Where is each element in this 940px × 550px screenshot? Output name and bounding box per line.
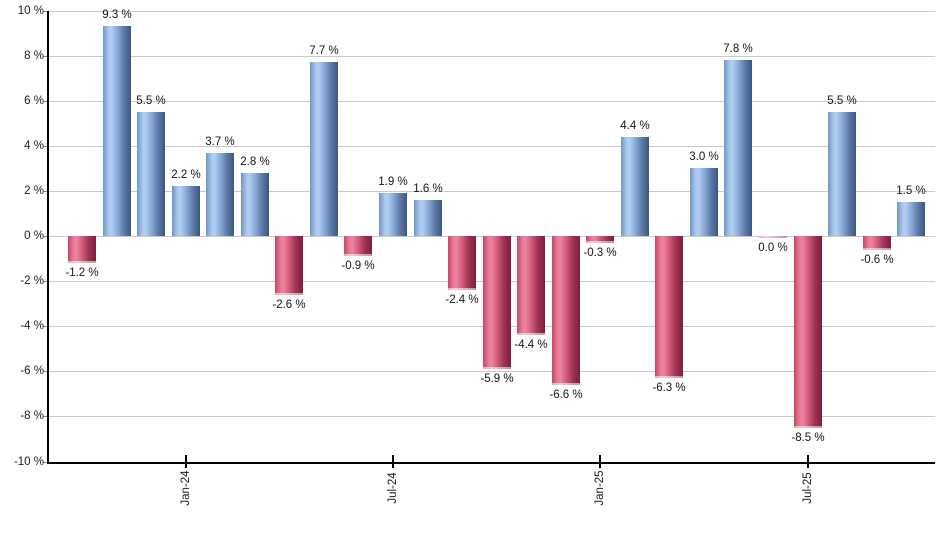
bar-label-dec-23: 5.5 % <box>136 95 166 107</box>
bar-dec-23 <box>137 112 165 236</box>
y-axis-tick-4pct <box>43 146 47 147</box>
bar-dec-24 <box>552 236 580 385</box>
y-axis-tick-6pct <box>43 101 47 102</box>
x-axis-tick-jul-25 <box>807 455 809 468</box>
bar-label-may-25: 7.8 % <box>723 43 753 55</box>
y-axis-label--2pct: -2 % <box>20 275 44 287</box>
gridline-2pct <box>49 191 935 192</box>
bar-nov-24 <box>517 236 545 335</box>
bar-mar-25 <box>655 236 683 378</box>
y-axis-tick-8pct <box>43 56 47 57</box>
gridline-6pct <box>49 101 935 102</box>
bar-label-mar-25: -6.3 % <box>652 382 686 394</box>
bar-label-nov-24: -4.4 % <box>514 339 548 351</box>
bar-label-apr-24: -2.6 % <box>272 299 306 311</box>
bar-label-oct-25: 1.5 % <box>896 185 926 197</box>
y-axis-label-8pct: 8 % <box>24 50 44 62</box>
bar-label-may-24: 7.7 % <box>309 45 339 57</box>
x-axis-label-jan-25: Jan-25 <box>594 470 606 506</box>
bar-label-oct-23: -1.2 % <box>65 267 99 279</box>
y-axis-tick--2pct <box>43 281 47 282</box>
gridline--6pct <box>49 371 935 372</box>
bar-label-jan-25: -0.3 % <box>583 247 617 259</box>
bar-label-aug-25: 5.5 % <box>827 95 857 107</box>
bar-label-jun-25: 0.0 % <box>758 242 788 254</box>
bar-jun-24 <box>344 236 372 256</box>
bar-label-dec-24: -6.6 % <box>549 389 583 401</box>
bar-oct-23 <box>68 236 96 263</box>
bar-label-jul-25: -8.5 % <box>791 432 825 444</box>
gridline--8pct <box>49 416 935 417</box>
x-axis-tick-jul-24 <box>392 455 394 468</box>
gridline-4pct <box>49 146 935 147</box>
bar-jan-24 <box>172 186 200 236</box>
bar-jun-25 <box>759 236 787 238</box>
bar-apr-25 <box>690 168 718 236</box>
y-axis-label--6pct: -6 % <box>20 365 44 377</box>
y-axis-label-2pct: 2 % <box>24 185 44 197</box>
bar-label-aug-24: 1.6 % <box>413 183 443 195</box>
bar-may-25 <box>724 60 752 236</box>
y-axis-label-4pct: 4 % <box>24 140 44 152</box>
bar-aug-25 <box>828 112 856 236</box>
bar-may-24 <box>310 62 338 236</box>
y-axis-label-10pct: 10 % <box>17 5 44 17</box>
bar-jul-24 <box>379 193 407 236</box>
bar-jan-25 <box>586 236 614 243</box>
bar-label-nov-23: 9.3 % <box>102 9 132 21</box>
y-axis-tick-0pct <box>43 236 47 237</box>
bar-label-jun-24: -0.9 % <box>341 260 375 272</box>
x-axis-label-jan-24: Jan-24 <box>180 470 192 506</box>
y-axis-tick-2pct <box>43 191 47 192</box>
y-axis-tick--4pct <box>43 326 47 327</box>
bar-nov-23 <box>103 26 131 236</box>
bar-label-sep-25: -0.6 % <box>860 254 894 266</box>
y-axis-line <box>47 11 49 464</box>
bar-label-feb-24: 3.7 % <box>205 136 235 148</box>
bar-mar-24 <box>241 173 269 236</box>
y-axis-tick--10pct <box>43 462 47 463</box>
gridline-10pct <box>49 11 935 12</box>
bar-label-oct-24: -5.9 % <box>480 373 514 385</box>
bar-label-jan-24: 2.2 % <box>171 169 201 181</box>
y-axis-tick--6pct <box>43 371 47 372</box>
y-axis-tick-10pct <box>43 11 47 12</box>
y-axis-label--8pct: -8 % <box>20 410 44 422</box>
bar-oct-24 <box>483 236 511 369</box>
x-axis-label-jul-25: Jul-25 <box>802 472 814 504</box>
y-axis-label--10pct: -10 % <box>13 456 44 468</box>
y-axis-label-0pct: 0 % <box>24 230 44 242</box>
bar-apr-24 <box>275 236 303 295</box>
y-axis-tick--8pct <box>43 416 47 417</box>
bar-label-jul-24: 1.9 % <box>378 176 408 188</box>
bar-label-mar-24: 2.8 % <box>240 156 270 168</box>
bar-sep-24 <box>448 236 476 290</box>
bar-oct-25 <box>897 202 925 236</box>
x-axis-line <box>47 462 935 464</box>
bar-feb-25 <box>621 137 649 236</box>
bar-feb-24 <box>206 153 234 236</box>
bar-label-feb-25: 4.4 % <box>620 120 650 132</box>
x-axis-tick-jan-25 <box>599 455 601 468</box>
x-axis-label-jul-24: Jul-24 <box>387 472 399 504</box>
x-axis-tick-jan-24 <box>185 455 187 468</box>
bar-label-sep-24: -2.4 % <box>445 294 479 306</box>
y-axis-label-6pct: 6 % <box>24 95 44 107</box>
bar-label-apr-25: 3.0 % <box>689 151 719 163</box>
bar-aug-24 <box>414 200 442 236</box>
bar-jul-25 <box>794 236 822 428</box>
y-axis-label--4pct: -4 % <box>20 320 44 332</box>
gridline-8pct <box>49 56 935 57</box>
bar-sep-25 <box>863 236 891 250</box>
